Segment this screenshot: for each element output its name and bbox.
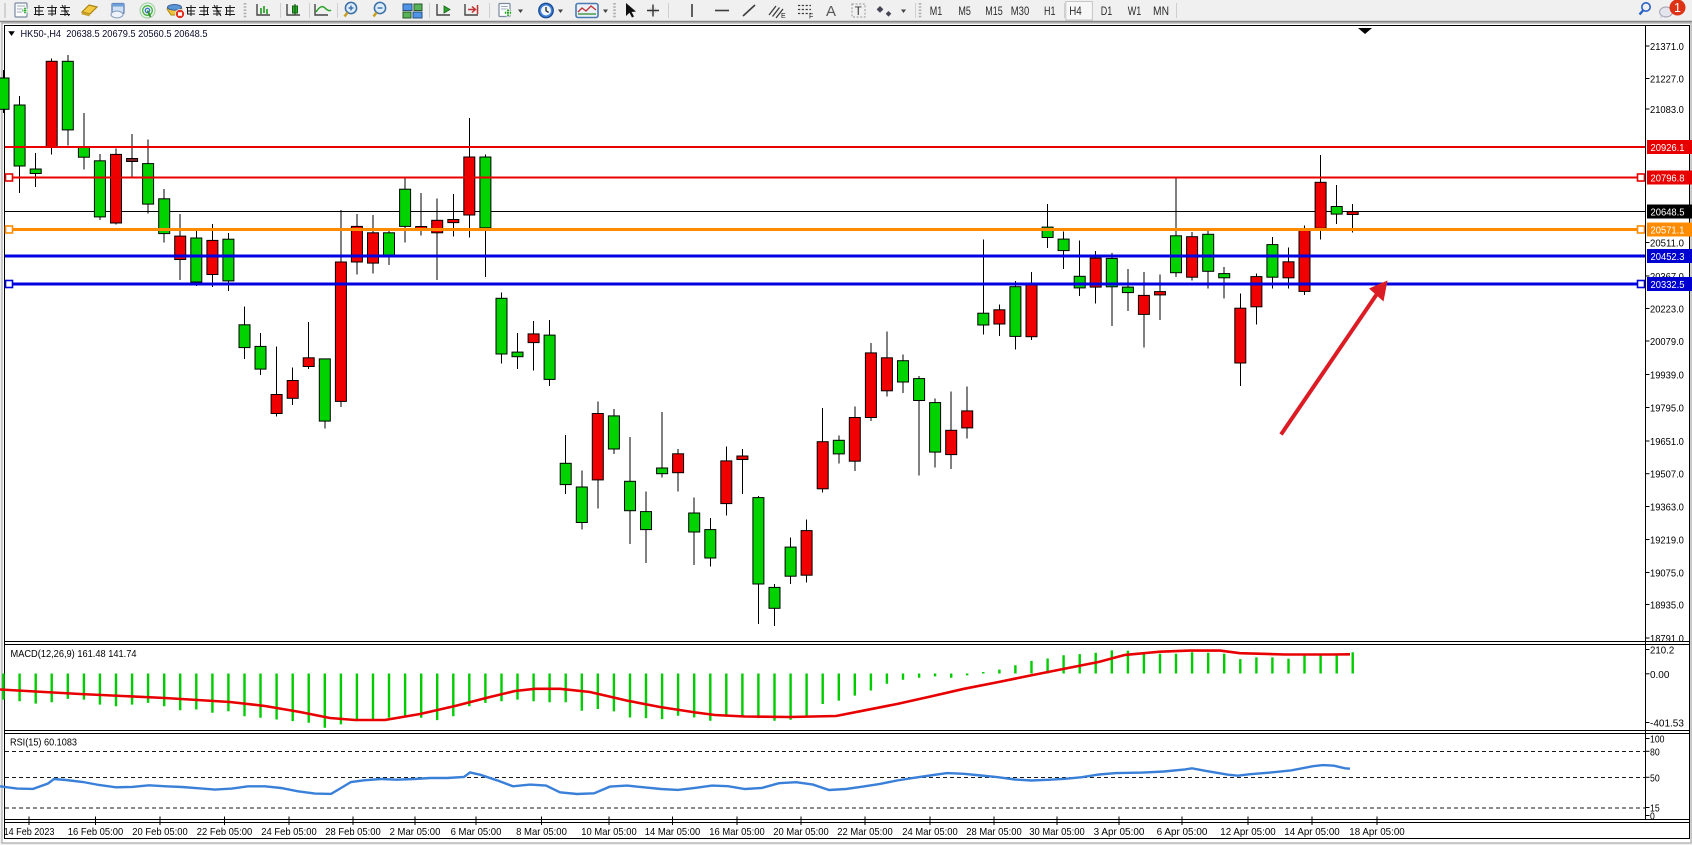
svg-text:M30: M30 (1011, 4, 1030, 18)
svg-text:80: 80 (1650, 746, 1660, 758)
svg-text:19219.0: 19219.0 (1650, 535, 1684, 547)
svg-text:100: 100 (1650, 734, 1665, 746)
svg-text:21083.0: 21083.0 (1650, 104, 1684, 116)
svg-text:20648.5: 20648.5 (1651, 207, 1685, 219)
svg-text:24 Feb 05:00: 24 Feb 05:00 (261, 826, 317, 838)
svg-text:19363.0: 19363.0 (1650, 502, 1684, 514)
svg-text:T: T (855, 6, 862, 18)
svg-text:0.00: 0.00 (1650, 669, 1670, 681)
svg-text:HK50-,H4 20638.5 20679.5 2056: HK50-,H4 20638.5 20679.5 20560.5 20648.5 (21, 28, 208, 40)
svg-text:MN: MN (1153, 4, 1169, 18)
svg-text:MACD(12,26,9) 161.48 141.74: MACD(12,26,9) 161.48 141.74 (11, 648, 137, 660)
svg-text:18791.0: 18791.0 (1650, 633, 1684, 645)
svg-text:20452.3: 20452.3 (1651, 251, 1685, 263)
svg-text:20332.5: 20332.5 (1651, 279, 1685, 291)
svg-text:20 Mar 05:00: 20 Mar 05:00 (773, 826, 829, 838)
svg-text:50: 50 (1650, 772, 1660, 784)
svg-text:14 Mar 05:00: 14 Mar 05:00 (645, 826, 701, 838)
svg-text:10 Mar 05:00: 10 Mar 05:00 (581, 826, 637, 838)
svg-text:20796.8: 20796.8 (1651, 173, 1685, 185)
svg-text:20079.0: 20079.0 (1650, 336, 1684, 348)
svg-text:15: 15 (1650, 803, 1660, 815)
svg-text:19075.0: 19075.0 (1650, 568, 1684, 580)
svg-text:M1: M1 (930, 4, 943, 18)
svg-text:8 Mar 05:00: 8 Mar 05:00 (516, 826, 567, 838)
svg-text:16 Mar 05:00: 16 Mar 05:00 (709, 826, 765, 838)
svg-text:M15: M15 (985, 4, 1003, 18)
svg-text:24 Mar 05:00: 24 Mar 05:00 (902, 826, 958, 838)
svg-text:12 Apr 05:00: 12 Apr 05:00 (1220, 826, 1276, 838)
svg-text:20223.0: 20223.0 (1650, 304, 1684, 316)
svg-text:30 Mar 05:00: 30 Mar 05:00 (1029, 826, 1085, 838)
svg-text:21371.0: 21371.0 (1650, 41, 1684, 53)
svg-text:22 Feb 05:00: 22 Feb 05:00 (197, 826, 253, 838)
svg-text:20571.1: 20571.1 (1651, 225, 1685, 237)
svg-text:28 Feb 05:00: 28 Feb 05:00 (325, 826, 381, 838)
svg-text:19795.0: 19795.0 (1650, 403, 1684, 415)
svg-text:18 Apr 05:00: 18 Apr 05:00 (1349, 826, 1405, 838)
svg-text:E: E (781, 13, 786, 20)
svg-text:19507.0: 19507.0 (1650, 469, 1684, 481)
svg-text:21227.0: 21227.0 (1650, 74, 1684, 86)
svg-text:18935.0: 18935.0 (1650, 600, 1684, 612)
svg-text:3 Apr 05:00: 3 Apr 05:00 (1094, 826, 1145, 838)
svg-text:16 Feb 05:00: 16 Feb 05:00 (68, 826, 124, 838)
svg-text:A: A (826, 3, 836, 20)
svg-text:0: 0 (1650, 811, 1655, 823)
svg-text:28 Mar 05:00: 28 Mar 05:00 (966, 826, 1022, 838)
svg-text:2 Mar 05:00: 2 Mar 05:00 (390, 826, 441, 838)
svg-text:6 Apr 05:00: 6 Apr 05:00 (1157, 826, 1208, 838)
svg-text:20511.0: 20511.0 (1650, 238, 1684, 250)
svg-text:-401.53: -401.53 (1650, 718, 1684, 730)
svg-text:1: 1 (1674, 1, 1681, 15)
svg-text:22 Mar 05:00: 22 Mar 05:00 (837, 826, 893, 838)
svg-text:14 Apr 05:00: 14 Apr 05:00 (1284, 826, 1340, 838)
svg-text:19939.0: 19939.0 (1650, 370, 1684, 382)
svg-text:14 Feb 2023: 14 Feb 2023 (4, 826, 55, 838)
svg-text:20926.1: 20926.1 (1651, 142, 1685, 154)
svg-text:M5: M5 (958, 4, 971, 18)
svg-text:RSI(15) 60.1083: RSI(15) 60.1083 (10, 737, 77, 749)
svg-text:W1: W1 (1128, 4, 1142, 18)
svg-text:F: F (809, 14, 813, 21)
svg-text:H1: H1 (1044, 4, 1056, 18)
svg-text:20 Feb 05:00: 20 Feb 05:00 (132, 826, 188, 838)
svg-text:19651.0: 19651.0 (1650, 436, 1684, 448)
svg-text:210.2: 210.2 (1650, 645, 1674, 657)
svg-text:H4: H4 (1069, 4, 1082, 18)
svg-text:6 Mar 05:00: 6 Mar 05:00 (451, 826, 502, 838)
svg-text:D1: D1 (1101, 4, 1113, 18)
